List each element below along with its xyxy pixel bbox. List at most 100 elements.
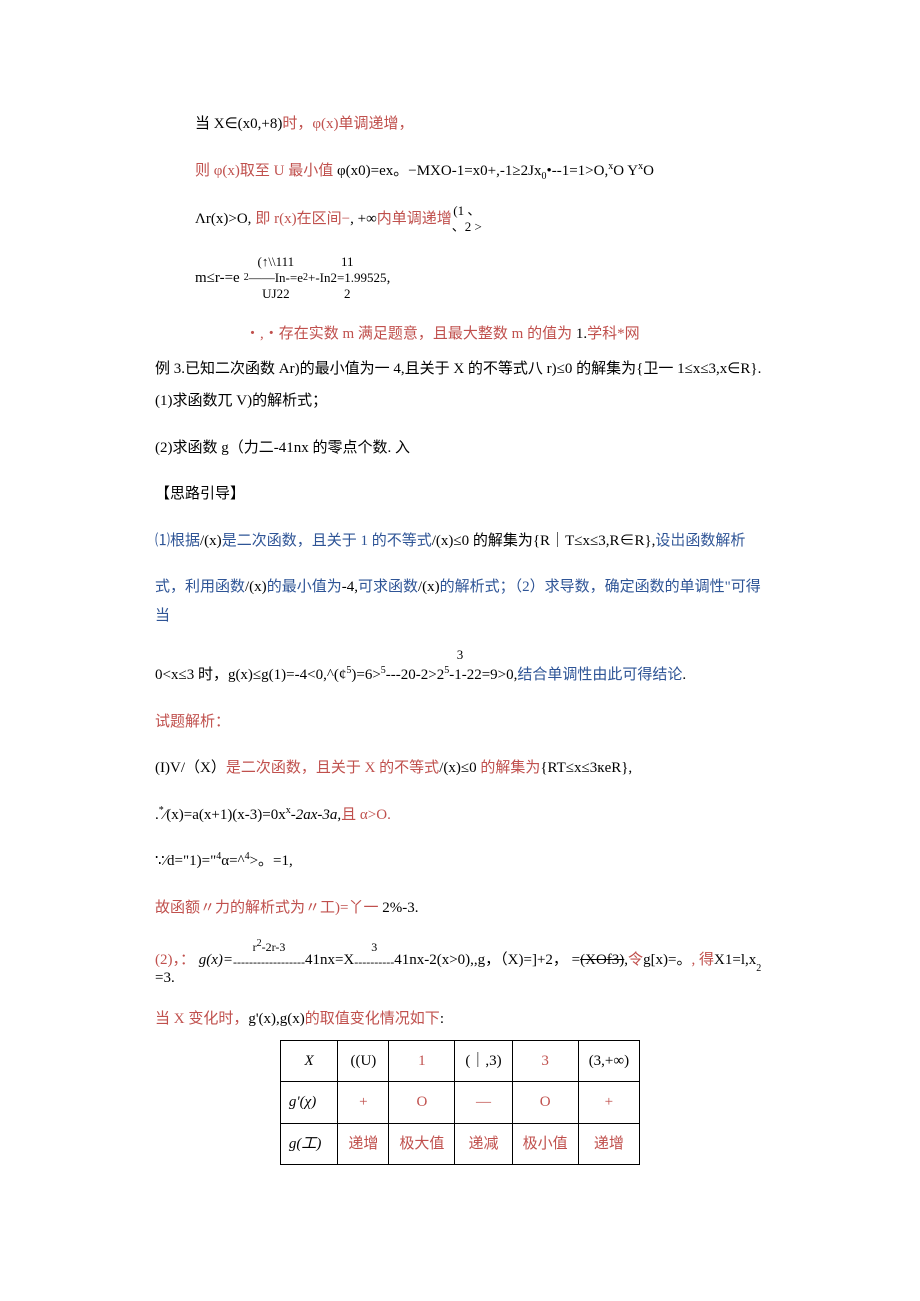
- text-red: 单调递增，: [339, 116, 414, 132]
- line-12: 0<x≤3 时，g(x)≤g(1)=-4<0,^(¢5)=6>5---20-2>…: [155, 661, 765, 690]
- line-10: ⑴根据/(x)是二次函数，且关于 1 的不等式/(x)≤0 的解集为{R｜T≤x…: [155, 527, 765, 556]
- text: O: [643, 163, 654, 179]
- text-red: 是二次函数，且关于 X: [226, 760, 379, 776]
- text: -1-22=9>0,: [449, 667, 517, 683]
- col-header: 3: [512, 1040, 578, 1082]
- cell: O: [512, 1082, 578, 1124]
- text-red: 的解集为: [480, 760, 540, 776]
- line-19: 当 X 变化时，g'(x),g(x)的取值变化情况如下:: [155, 1005, 765, 1034]
- frac-col: 11 +-In2=1.99525 2: [308, 254, 387, 303]
- text: 1.: [576, 326, 587, 342]
- line-9: 【思路引导】: [155, 480, 765, 509]
- table-row: g'(χ) + O — O +: [280, 1082, 639, 1124]
- line-6: 例 3.已知二次函数 Ar)的最小值为一 4,且关于 X 的不等式八 r)≤0 …: [155, 355, 765, 384]
- line-7: (1)求函数兀 V)的解析式；: [155, 387, 765, 416]
- frac-top: (↑\\111: [258, 254, 295, 270]
- frac-col: 3 ----------: [354, 940, 394, 969]
- line-5: ・,・存在实数 m 满足题意，且最大整数 m 的值为 1.学科*网: [155, 320, 765, 349]
- cell: —: [455, 1082, 512, 1124]
- text: .: [682, 667, 686, 683]
- text: m≤r-=e: [195, 269, 240, 288]
- cell: 递增: [338, 1123, 389, 1165]
- line-4: m≤r-=e2 (↑\\111 ——In-=e UJ22 2 11 +-In2=…: [195, 254, 765, 303]
- text: φ(x0)=ex。−MXO-1=x0+,-1≥2Jx: [337, 163, 541, 179]
- text: /(x)≤0: [439, 760, 480, 776]
- text: •--1=1>O,: [546, 163, 608, 179]
- text: g(x)=: [199, 951, 233, 969]
- derivative-table: X ((U) 1 (｜,3) 3 (3,+∞) g'(χ) + O — O + …: [280, 1040, 640, 1166]
- text-blue: 设岀函数解析: [655, 533, 745, 549]
- col-header: (｜,3): [455, 1040, 512, 1082]
- text: Λr(x)>O,: [195, 210, 251, 229]
- text-blue: 式，利用函数: [155, 579, 245, 595]
- text-red: 则 φ(x): [195, 163, 240, 179]
- frac-mid: +-In2=1.99525: [308, 270, 387, 286]
- cell: 递增: [578, 1123, 639, 1165]
- frac-col: (1 、 、2 >: [452, 203, 482, 236]
- cell: 递减: [455, 1123, 512, 1165]
- frac-col: (↑\\111 ——In-=e UJ22: [249, 254, 303, 303]
- text: ∕(x)=a(x+1)(x-3)=0x: [164, 807, 286, 823]
- document-body: 当 X∈(x0,+8)时，φ(x)单调递增， 则 φ(x)取至 U 最小值 φ(…: [155, 110, 765, 1165]
- text: 41nx=X: [305, 951, 354, 969]
- text-red: ・,・: [245, 326, 279, 342]
- text: 0<x≤3 时，g(x)≤g(1)=-4<0,^(¢: [155, 667, 346, 683]
- line-11: 式，利用函数/(x)的最小值为-4,可求函数/(x)的解析式；（2）求导数，确定…: [155, 573, 765, 630]
- table-row: g(工) 递增 极大值 递减 极小值 递增: [280, 1123, 639, 1165]
- frac-mid: ——In-=e: [249, 270, 303, 286]
- text: /(x): [245, 579, 267, 595]
- frac-mid: ------------------: [233, 955, 305, 969]
- text: g[x)=。: [643, 951, 691, 969]
- text-red: 内单调递增: [377, 210, 452, 229]
- text: 例 3.已知二次函数 Ar)的最小值为一 4,且关于 X 的不等式八 r)≤0 …: [155, 361, 761, 377]
- col-header: ((U): [338, 1040, 389, 1082]
- col-header: (3,+∞): [578, 1040, 639, 1082]
- text-blue: 可求函数: [358, 579, 418, 595]
- col-header: 1: [389, 1040, 455, 1082]
- row-label: g'(χ): [280, 1082, 338, 1124]
- text-red: (2)，：: [155, 951, 195, 969]
- text: O Y: [613, 163, 638, 179]
- frac-mid: ----------: [354, 955, 394, 969]
- text-red: 在区间−: [297, 210, 350, 229]
- text: {RT≤x≤3кeR},: [540, 760, 632, 776]
- text-red: 令: [628, 951, 643, 969]
- text-strike: (XOf3): [580, 951, 624, 969]
- col-header: X: [280, 1040, 338, 1082]
- text: 【思路引导】: [155, 486, 245, 502]
- text: 3: [457, 647, 464, 662]
- cell: 极大值: [389, 1123, 455, 1165]
- text-red: 时，φ(x): [282, 116, 338, 132]
- text: >。=1,: [250, 853, 293, 869]
- line-15: .*∕(x)=a(x+1)(x-3)=0xx-2ax-3a,且 α>O.: [155, 801, 765, 830]
- text: , +∞: [350, 210, 377, 229]
- text: ,: [387, 269, 391, 288]
- line-12-top: 3: [155, 648, 765, 661]
- text: (I)V/（X）: [155, 760, 226, 776]
- text: 当 X∈(x0,+8): [195, 116, 282, 132]
- frac-bot: 、2 >: [452, 219, 482, 235]
- text-blue: 的最小值为: [267, 579, 342, 595]
- text: ---20-2>2: [386, 667, 444, 683]
- text-blue: 是二次函数，且关于: [222, 533, 361, 549]
- text-red: 故函额〃力: [155, 900, 230, 916]
- frac-top: (1 、: [453, 203, 480, 219]
- text-red: 学科*网: [587, 326, 640, 342]
- text: 41nx-2(x>0),,g，（X)=]+2， =: [394, 951, 580, 969]
- cell: +: [338, 1082, 389, 1124]
- text-blue: 1 的不等式: [360, 533, 431, 549]
- frac-top: 3: [371, 940, 377, 954]
- text: α=^: [221, 853, 244, 869]
- frac-col: r2-2r-3 ------------------: [233, 940, 305, 969]
- line-18: (2)，： g(x)= r2-2r-3 ------------------ 4…: [155, 940, 765, 987]
- line-17: 故函额〃力的解析式为〃工)=丫一 2%-3.: [155, 894, 765, 923]
- text-red: , 得: [692, 951, 715, 969]
- text-red: 的取值变化情况如下: [305, 1011, 440, 1027]
- line-12-wrap: 3 0<x≤3 时，g(x)≤g(1)=-4<0,^(¢5)=6>5---20-…: [155, 648, 765, 690]
- row-label: g(工): [280, 1123, 338, 1165]
- text-red: 且 α>O.: [341, 807, 391, 823]
- text: )=6>: [351, 667, 380, 683]
- cell: O: [389, 1082, 455, 1124]
- frac-top: 11: [341, 254, 354, 270]
- text: 2%-3.: [382, 900, 418, 916]
